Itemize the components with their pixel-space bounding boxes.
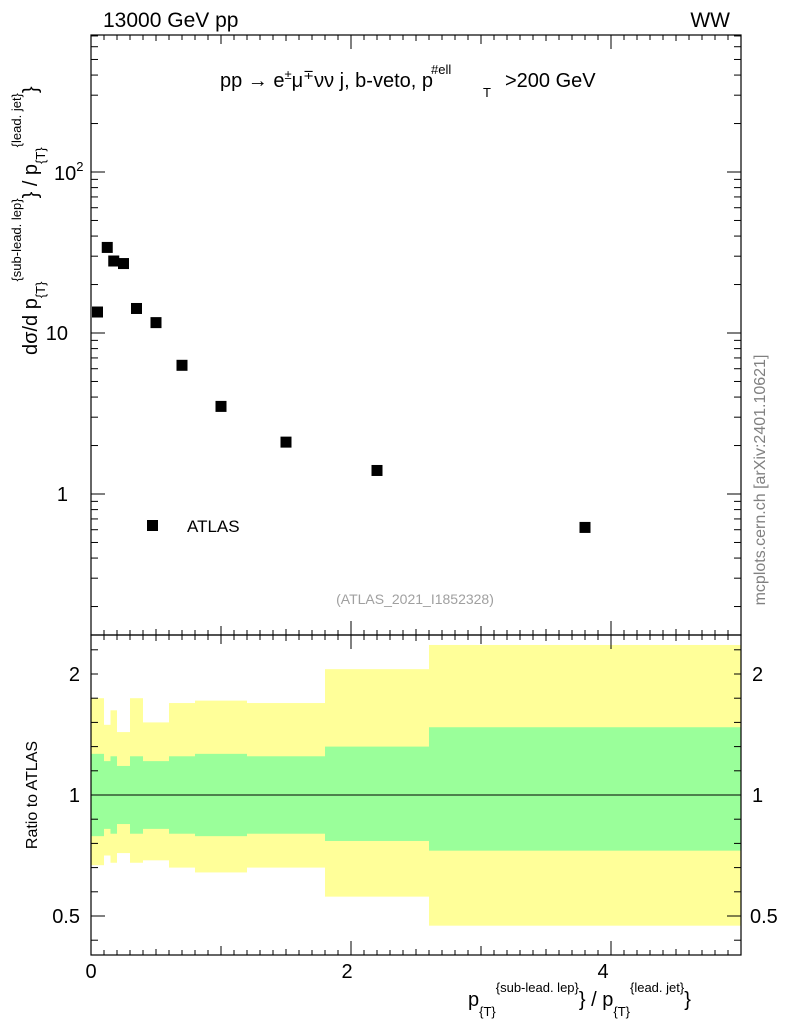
ratio-tick-label-0.5-left: 0.5 (52, 906, 80, 928)
ratio-tick-label-2-right: 2 (752, 664, 763, 686)
ratio-bands (91, 644, 741, 926)
inner-band-10 (429, 727, 741, 851)
data-point (131, 302, 142, 314)
data-point (118, 258, 129, 270)
y-tick-label-100: 102 (54, 159, 83, 185)
ratio-tick-label-2-left: 2 (69, 664, 80, 686)
data-point (371, 464, 383, 476)
x-axis-label: p{T}{sub-lead. lep}} / p{T}{lead. jet}} (468, 980, 691, 1019)
x-tick-label-0: 0 (85, 961, 96, 983)
ratio-tick-label-0.5-right: 0.5 (750, 906, 778, 928)
analysis-reference: (ATLAS_2021_I1852328) (336, 591, 494, 607)
main-plot-frame (90, 34, 742, 636)
y-tick-label-10: 10 (46, 323, 68, 345)
plot-title: pp → e±μ∓νν j, b-veto, p#ellT>200 GeV (220, 62, 596, 100)
data-point (101, 241, 113, 253)
ratio-tick-label-1-left: 1 (69, 785, 80, 807)
data-point (579, 521, 591, 533)
data-point (215, 400, 227, 412)
data-point (92, 306, 103, 318)
y-axis-label: dσ/d p{T}{sub-lead. lep}} / p{T}{lead. j… (9, 86, 48, 355)
data-point (108, 255, 120, 267)
x-tick-label-4: 4 (597, 961, 608, 983)
data-point (280, 436, 292, 448)
legend-marker (147, 520, 158, 531)
x-tick-label-2: 2 (341, 961, 352, 983)
axis-ticks (90, 35, 742, 955)
legend-label: ATLAS (187, 517, 240, 536)
data-point (176, 359, 188, 371)
ratio-y-axis-label: Ratio to ATLAS (24, 741, 41, 849)
y-tick-label-1: 1 (57, 484, 68, 506)
data-markers (92, 241, 591, 533)
inner-band-9 (325, 746, 429, 841)
data-point (150, 317, 162, 329)
header-energy-label: 13000 GeV pp (103, 9, 238, 32)
header-process-label: WW (690, 9, 730, 32)
ratio-tick-label-1-right: 1 (752, 785, 763, 807)
side-source-label: mcplots.cern.ch [arXiv:2401.10621] (752, 355, 769, 606)
